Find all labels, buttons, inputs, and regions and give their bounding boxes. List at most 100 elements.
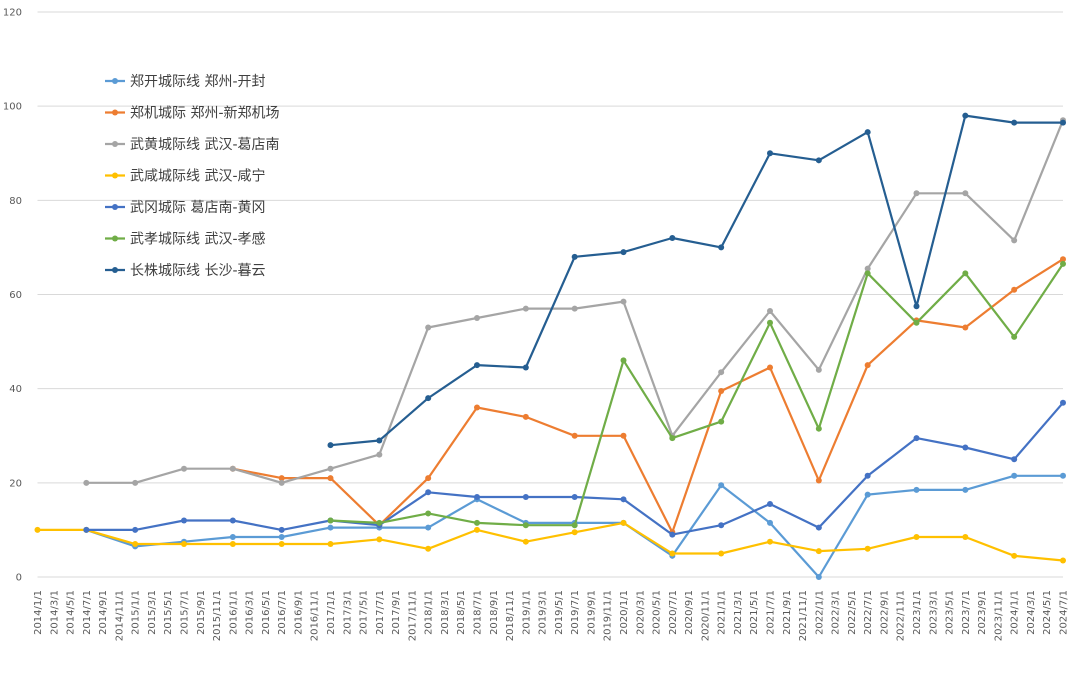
- y-tick-label: 40: [9, 384, 22, 395]
- data-point: [425, 545, 432, 552]
- data-point: [474, 493, 480, 500]
- data-point: [718, 522, 725, 529]
- x-tick-label: 2015/3/1: [147, 590, 158, 635]
- data-point: [962, 533, 969, 540]
- series-4: [83, 399, 1066, 538]
- x-tick-label: 2018/9/1: [489, 590, 500, 635]
- x-tick-label: 2017/9/1: [391, 590, 402, 635]
- data-point: [278, 533, 285, 540]
- data-point: [913, 303, 920, 310]
- data-point: [132, 526, 139, 533]
- x-tick-label: 2020/5/1: [652, 590, 663, 635]
- data-point: [181, 517, 187, 524]
- data-point: [962, 112, 969, 119]
- legend-label: 长株城际线 长沙-暮云: [130, 263, 266, 279]
- data-point: [1060, 119, 1066, 126]
- data-point: [571, 522, 578, 529]
- x-tick-label: 2021/7/1: [766, 590, 777, 635]
- data-point: [767, 150, 773, 157]
- data-point: [913, 533, 920, 540]
- series-line: [232, 258, 1064, 534]
- legend-item: 长株城际线 长沙-暮云: [105, 263, 266, 279]
- x-tick-label: 2021/5/1: [749, 590, 760, 635]
- data-point: [327, 465, 334, 472]
- legend-swatch-marker: [112, 235, 118, 242]
- data-point: [718, 244, 725, 251]
- y-tick-label: 20: [9, 478, 22, 489]
- data-point: [34, 526, 41, 533]
- data-point: [620, 496, 627, 503]
- data-point: [962, 190, 969, 197]
- x-tick-label: 2015/5/1: [163, 590, 174, 635]
- x-tick-label: 2021/1/1: [717, 590, 728, 635]
- x-tick-label: 2016/11/1: [310, 590, 321, 641]
- x-tick-label: 2016/5/1: [261, 590, 272, 635]
- data-point: [864, 545, 871, 552]
- data-point: [522, 364, 529, 371]
- x-tick-label: 2019/7/1: [570, 590, 581, 635]
- data-point: [132, 479, 139, 486]
- x-tick-label: 2023/11/1: [993, 590, 1004, 641]
- x-tick-label: 2023/5/1: [945, 590, 956, 635]
- x-tick-label: 2018/7/1: [473, 590, 484, 635]
- data-point: [815, 366, 822, 373]
- data-point: [229, 517, 236, 524]
- legend-item: 武咸城际线 武汉-咸宁: [105, 168, 266, 185]
- series-line: [330, 263, 1064, 527]
- x-tick-label: 2018/3/1: [440, 590, 451, 635]
- x-tick-label: 2017/5/1: [359, 590, 370, 635]
- data-point: [522, 522, 529, 529]
- data-point: [474, 519, 480, 526]
- data-point: [327, 541, 334, 548]
- data-point: [864, 270, 871, 277]
- data-point: [181, 541, 187, 548]
- data-point: [474, 315, 480, 322]
- data-point: [327, 517, 334, 524]
- y-tick-label: 60: [9, 290, 22, 301]
- x-tick-label: 2020/3/1: [635, 590, 646, 635]
- legend-item: 郑开城际线 郑州-开封: [105, 74, 266, 90]
- data-point: [425, 324, 432, 331]
- data-point: [1011, 456, 1018, 463]
- legend-swatch-marker: [112, 204, 118, 210]
- data-point: [620, 519, 627, 526]
- x-tick-label: 2015/11/1: [212, 590, 223, 641]
- data-point: [864, 362, 871, 369]
- x-tick-label: 2019/5/1: [554, 590, 565, 635]
- x-tick-label: 2019/11/1: [603, 590, 614, 641]
- x-tick-label: 2017/7/1: [375, 590, 386, 635]
- x-tick-label: 2022/5/1: [847, 590, 858, 635]
- x-tick-label: 2023/7/1: [961, 590, 972, 635]
- data-point: [1060, 557, 1066, 564]
- data-point: [962, 486, 969, 493]
- data-point: [718, 418, 725, 425]
- data-point: [522, 413, 529, 420]
- data-point: [913, 190, 920, 197]
- data-point: [376, 451, 383, 458]
- x-tick-label: 2024/3/1: [1026, 590, 1037, 635]
- data-point: [278, 526, 285, 533]
- data-point: [571, 493, 578, 500]
- x-tick-label: 2016/3/1: [245, 590, 256, 635]
- x-tick-label: 2014/9/1: [98, 590, 109, 635]
- data-point: [1011, 286, 1018, 293]
- x-tick-label: 2020/9/1: [684, 590, 695, 635]
- x-tick-label: 2014/11/1: [114, 590, 125, 641]
- legend-item: 武黄城际线 武汉-葛店南: [105, 136, 280, 153]
- legend-label: 郑机城际 郑州-新郑机场: [130, 106, 280, 122]
- legend-item: 郑机城际 郑州-新郑机场: [105, 106, 280, 122]
- data-point: [425, 510, 432, 517]
- x-tick-label: 2021/3/1: [733, 590, 744, 635]
- data-point: [815, 477, 822, 484]
- data-point: [620, 249, 627, 256]
- data-point: [669, 435, 676, 442]
- data-point: [718, 388, 725, 395]
- legend-label: 郑开城际线 郑州-开封: [130, 74, 266, 90]
- x-tick-label: 2016/1/1: [228, 590, 239, 635]
- data-point: [474, 526, 480, 533]
- data-point: [913, 435, 920, 442]
- x-tick-label: 2015/1/1: [131, 590, 142, 635]
- x-tick-label: 2018/11/1: [505, 590, 516, 641]
- legend-swatch-marker: [112, 267, 118, 273]
